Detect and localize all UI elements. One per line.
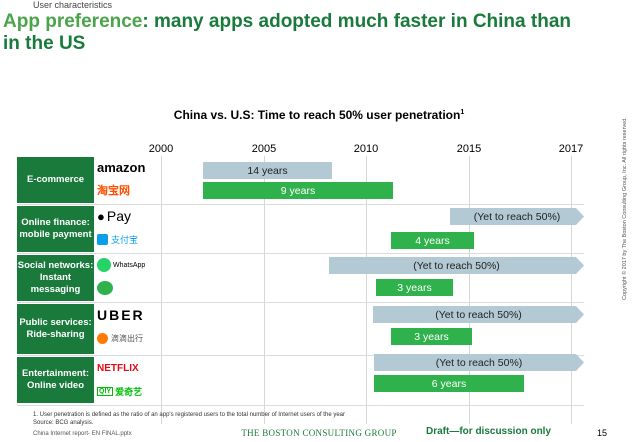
didi-logo-text: 滴滴出行 <box>111 333 143 343</box>
year-tick-2017: 2017 <box>558 143 584 155</box>
bar-whatsapp: (Yet to reach 50%) <box>329 257 584 274</box>
draft-notice: Draft—for discussion only <box>426 426 552 437</box>
category-mobile-payment: Online finance: mobile payment <box>17 206 94 252</box>
page-number: 15 <box>597 428 608 438</box>
taobao-logo: 淘宝网 <box>97 185 130 197</box>
apple-pay-logo: ● Pay <box>97 207 147 225</box>
bar-netflix: (Yet to reach 50%) <box>374 354 584 371</box>
bar-apple-pay: (Yet to reach 50%) <box>450 208 584 225</box>
wechat-logo <box>97 279 147 297</box>
row-separator <box>17 355 584 356</box>
chart-title: China vs. U.S: Time to reach 50% user pe… <box>0 108 638 122</box>
bar-taobao: 9 years <box>203 182 393 199</box>
section-tag: User characteristics <box>33 0 113 10</box>
bcg-logo: THE BOSTON CONSULTING GROUP <box>241 428 397 438</box>
bar-uber: (Yet to reach 50%) <box>373 306 584 323</box>
apple-icon: ● <box>97 208 105 224</box>
wechat-icon <box>97 281 113 295</box>
whatsapp-logo: WhatsApp <box>97 256 147 274</box>
row-separator <box>17 204 584 205</box>
grid-line-2000 <box>161 156 162 424</box>
file-reference: China Internet report- EN FINAL.pptx <box>33 431 132 437</box>
bar-alipay: 4 years <box>391 232 474 249</box>
year-tick-2005: 2005 <box>251 143 277 155</box>
footnote-source: Source: BCG analysis. <box>33 420 94 426</box>
page-title: App preference: many apps adopted much f… <box>3 11 593 55</box>
uber-logo: UBER <box>97 307 145 323</box>
year-tick-2000: 2000 <box>148 143 174 155</box>
iqiyi-logo-text: 爱奇艺 <box>115 386 143 397</box>
year-tick-2015: 2015 <box>456 143 482 155</box>
category-ecommerce: E-commerce <box>17 157 94 203</box>
title-accent: App preference <box>3 11 143 32</box>
bar-iqiyi: 6 years <box>374 375 524 392</box>
netflix-logo: NETFLIX <box>97 362 139 374</box>
grid-line-2015 <box>469 156 470 424</box>
apple-pay-logo-text: Pay <box>106 208 131 224</box>
chart-title-text: China vs. U.S: Time to reach 50% user pe… <box>173 108 461 122</box>
row-separator <box>17 405 584 406</box>
iqiyi-icon: QIY <box>97 386 114 396</box>
amazon-logo: amazon <box>97 159 146 175</box>
chart-title-footnote-marker: 1 <box>460 109 465 116</box>
footnote: 1. User penetration is defined as the ra… <box>33 411 345 427</box>
bar-wechat: 3 years <box>376 279 453 296</box>
alipay-logo: 支付宝 <box>97 230 147 248</box>
whatsapp-icon <box>97 258 111 272</box>
title-rest: : many apps adopted much faster in China… <box>3 11 571 54</box>
bar-amazon: 14 years <box>203 162 332 179</box>
category-instant-messaging: Social networks: Instant messaging <box>17 255 94 301</box>
year-tick-2010: 2010 <box>353 143 379 155</box>
grid-line-2010 <box>366 156 367 424</box>
row-separator <box>17 253 584 254</box>
whatsapp-logo-text: WhatsApp <box>113 261 146 269</box>
copyright-notice: Copyright © 2017 by The Boston Consultin… <box>622 117 628 300</box>
didi-icon <box>97 332 108 344</box>
iqiyi-logo: QIY 爱奇艺 <box>97 382 147 400</box>
alipay-logo-text: 支付宝 <box>111 234 139 245</box>
footnote-definition: 1. User penetration is defined as the ra… <box>33 412 345 418</box>
alipay-icon <box>97 233 108 245</box>
category-ride-sharing: Public services: Ride-sharing <box>17 304 94 354</box>
category-online-video: Entertainment: Online video <box>17 357 94 403</box>
row-separator <box>17 302 584 303</box>
grid-line-2005 <box>264 156 265 424</box>
didi-logo: 滴滴出行 <box>97 329 147 347</box>
grid-line-2017 <box>571 156 572 424</box>
bar-didi: 3 years <box>391 328 472 345</box>
